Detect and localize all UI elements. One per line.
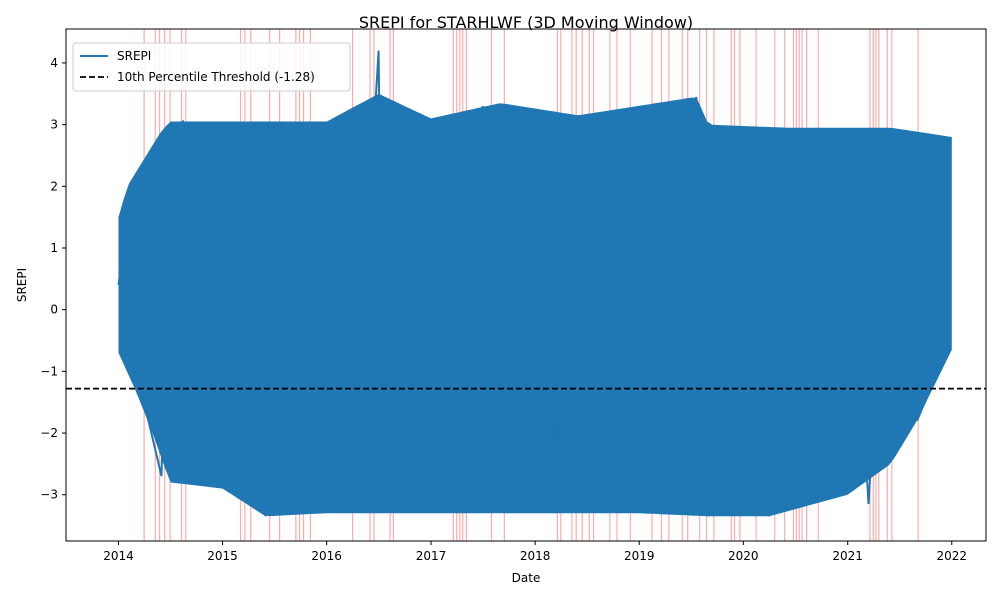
x-tick-label-2019: 2019: [624, 549, 655, 563]
x-tick-label-2017: 2017: [416, 549, 447, 563]
x-tick-label-2020: 2020: [728, 549, 759, 563]
legend: SREPI 10th Percentile Threshold (-1.28): [72, 42, 351, 92]
legend-threshold-label: 10th Percentile Threshold (-1.28): [117, 70, 315, 84]
y-tick-label-7: 4: [50, 56, 58, 70]
legend-box: [72, 42, 351, 92]
x-tick-label-2016: 2016: [311, 549, 342, 563]
y-tick-label-0: −3: [40, 488, 58, 502]
x-tick-label-2021: 2021: [832, 549, 863, 563]
x-axis: 2014 2015 2016 2017 2018 2019 2020 2021 2022: [103, 541, 967, 563]
y-tick-label-6: 3: [50, 118, 58, 132]
y-tick-label-2: −1: [40, 364, 58, 378]
y-axis: −3 −2 −1 0 1 2 3 4: [40, 56, 66, 502]
y-axis-label: SREPI: [15, 268, 29, 302]
plot-frame: [65, 28, 987, 542]
x-tick-label-2015: 2015: [207, 549, 238, 563]
y-tick-label-4: 1: [50, 241, 58, 255]
y-tick-label-1: −2: [40, 426, 58, 440]
srepi-line: [117, 50, 948, 517]
legend-srepi-label: SREPI: [117, 49, 151, 63]
x-tick-label-2022: 2022: [937, 549, 968, 563]
chart-title: SREPI for STARHLWF (3D Moving Window): [359, 13, 693, 32]
srepi-range-band: [118, 93, 952, 517]
x-tick-label-2014: 2014: [103, 549, 134, 563]
x-axis-label: Date: [512, 571, 541, 585]
srepi-series: [117, 50, 952, 517]
y-tick-label-5: 2: [50, 179, 58, 193]
y-tick-label-3: 0: [50, 303, 58, 317]
x-tick-label-2018: 2018: [520, 549, 551, 563]
